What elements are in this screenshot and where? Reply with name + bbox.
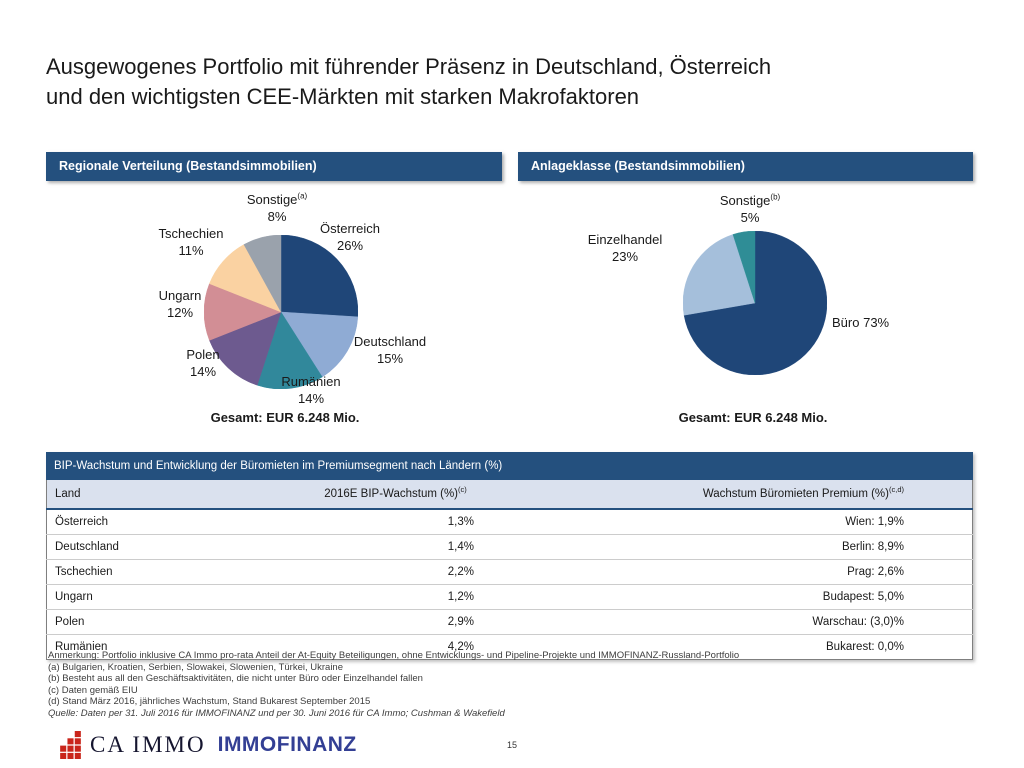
pie-slice-deutschland [280, 311, 358, 378]
table-cell: 2,9% [316, 609, 475, 635]
footnote-line: (c) Daten gemäß EIU [48, 684, 138, 696]
table-cell: Polen [46, 609, 316, 635]
pie-label-sonstige-b: Sonstige(b) 5% [719, 192, 781, 225]
immofinanz-wordmark: IMMOFINANZ [217, 733, 357, 756]
page-number: 15 [506, 740, 517, 750]
table-cell: Berlin: 8,9% [475, 534, 973, 560]
table-cell: Deutschland [46, 534, 316, 560]
page-title-line1: Ausgewogenes Portfolio mit führender Prä… [46, 54, 772, 79]
ca-immo-wordmark: CA IMMO [90, 732, 206, 757]
column-header-land: Land [46, 480, 316, 510]
pie-chart-regionale-verteilung [204, 235, 358, 389]
table-cell: Österreich [55, 516, 109, 528]
pie-label-einzelhandel: Einzelhandel 23% [587, 232, 663, 264]
table-cell: Warschau: (3,0)% [475, 609, 973, 635]
table-cell: Bukarest: 0,0% [475, 634, 973, 660]
pie-label-rumaenien: Rumänien 14% [281, 374, 341, 406]
table-cell: 1,2% [316, 584, 475, 610]
pie-slice-einzelhandel [683, 234, 756, 316]
pie-label-polen: Polen 14% [186, 347, 220, 379]
pie-label-deutschland: Deutschland 15% [353, 334, 427, 366]
pie-slice-sonstige [732, 231, 756, 304]
footnote-line: (a) Bulgarien, Kroatien, Serbien, Slowak… [48, 661, 344, 673]
table-cell: 1,4% [316, 534, 475, 560]
pie-slice-b-ro [683, 231, 827, 375]
footnotes: Anmerkung: Portfolio inklusive CA Immo p… [48, 650, 968, 720]
total-label-regional: Gesamt: EUR 6.248 Mio. [210, 410, 360, 425]
section-header-regionale-verteilung: Regionale Verteilung (Bestandsimmobilien… [46, 152, 502, 181]
footer-logos: CA IMMO IMMOFINANZ [60, 730, 357, 760]
table-cell: 4,2% [316, 634, 475, 660]
pie-label-buero: Büro 73% [832, 315, 890, 330]
total-label-anlageklasse: Gesamt: EUR 6.248 Mio. [678, 410, 828, 425]
table-cell: Rumänien [46, 634, 316, 660]
pie-label-ungarn: Ungarn 12% [158, 288, 202, 320]
section-header-anlageklasse: Anlageklasse (Bestandsimmobilien) [518, 152, 973, 181]
table-header-row: Land 2016E BIP-Wachstum (%)(c) Wachstum … [46, 480, 973, 510]
pie-label-sonstige-a: Sonstige(a) 8% [246, 191, 308, 224]
ca-immo-logo-icon [60, 731, 81, 759]
column-header-bip-wachstum: 2016E BIP-Wachstum (%)(c) [316, 480, 475, 510]
footnote-line: (b) Besteht aus all den Geschäftsaktivit… [48, 673, 423, 685]
table-row: Deutschland 1,4% Berlin: 8,9% [46, 534, 973, 560]
table-row: Rumänien 4,2% Bukarest: 0,0% [46, 634, 973, 660]
table-row: Tschechien 2,2% Prag: 2,6% [46, 559, 973, 585]
column-header-bueromieten: Wachstum Büromieten Premium (%)(c,d) [475, 480, 973, 510]
source-note: Quelle: Daten per 31. Juli 2016 für IMMO… [48, 707, 505, 719]
pie-label-tschechien: Tschechien 11% [158, 226, 224, 258]
pie-slice-polen [209, 311, 282, 386]
table-cell: Prag: 2,6% [475, 559, 973, 585]
table-cell: Wien: 1,9% [845, 516, 904, 528]
pie-slice-sonstige [243, 235, 282, 313]
table-title: BIP-Wachstum und Entwicklung der Büromie… [46, 452, 973, 480]
table-row: Österreich 1,3% Wien: 1,9% [47, 509, 973, 535]
table-cell: 1,3% [447, 516, 474, 528]
table-row: Ungarn 1,2% Budapest: 5,0% [46, 584, 973, 610]
page-title: Ausgewogenes Portfolio mit führender Prä… [46, 52, 946, 112]
bip-table: Land 2016E BIP-Wachstum (%)(c) Wachstum … [46, 480, 973, 660]
pie-chart-anlageklasse [683, 231, 827, 375]
table-row: Polen 2,9% Warschau: (3,0)% [46, 609, 973, 635]
footnote-line: (d) Stand März 2016, jährliches Wachstum… [48, 696, 371, 708]
table-cell: Ungarn [46, 584, 316, 610]
table-cell: Budapest: 5,0% [475, 584, 973, 610]
page-title-line2: und den wichtigsten CEE-Märkten mit star… [46, 84, 640, 109]
pie-label-oesterreich: Österreich 26% [320, 221, 380, 253]
bip-table-section: BIP-Wachstum und Entwicklung der Büromie… [46, 452, 973, 660]
pie-slice-rum-nien [256, 311, 323, 389]
table-cell: Tschechien [46, 559, 316, 585]
table-cell: 2,2% [316, 559, 475, 585]
footnote-line: Anmerkung: Portfolio inklusive CA Immo p… [48, 650, 740, 661]
pie-slice--sterreich [280, 235, 358, 318]
